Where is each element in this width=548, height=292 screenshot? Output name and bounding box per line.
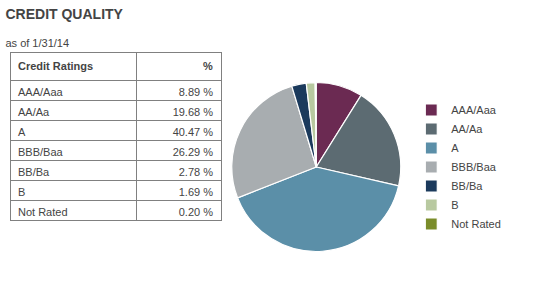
svg-text:Not Rated: Not Rated bbox=[451, 218, 501, 230]
svg-text:BB/Ba: BB/Ba bbox=[451, 180, 483, 192]
svg-text:2.78 %: 2.78 % bbox=[179, 166, 213, 178]
svg-text:A: A bbox=[451, 142, 459, 154]
svg-text:AA/Aa: AA/Aa bbox=[18, 106, 50, 118]
svg-text:40.47 %: 40.47 % bbox=[173, 126, 214, 138]
svg-text:BBB/Baa: BBB/Baa bbox=[18, 146, 64, 158]
svg-text:26.29 %: 26.29 % bbox=[173, 146, 214, 158]
svg-text:Not Rated: Not Rated bbox=[18, 206, 68, 218]
svg-text:BBB/Baa: BBB/Baa bbox=[451, 161, 497, 173]
svg-text:AAA/Aaa: AAA/Aaa bbox=[18, 86, 64, 98]
svg-text:CREDIT QUALITY: CREDIT QUALITY bbox=[5, 6, 123, 22]
svg-text:A: A bbox=[18, 126, 26, 138]
svg-text:B: B bbox=[18, 186, 25, 198]
svg-text:as of 1/31/14: as of 1/31/14 bbox=[5, 37, 69, 49]
svg-text:8.89 %: 8.89 % bbox=[179, 86, 213, 98]
svg-text:AAA/Aaa: AAA/Aaa bbox=[451, 104, 497, 116]
svg-text:1.69 %: 1.69 % bbox=[179, 186, 213, 198]
svg-text:AA/Aa: AA/Aa bbox=[451, 123, 483, 135]
svg-text:BB/Ba: BB/Ba bbox=[18, 166, 50, 178]
svg-text:%: % bbox=[203, 60, 213, 72]
svg-text:B: B bbox=[451, 199, 458, 211]
svg-text:0.20 %: 0.20 % bbox=[179, 206, 213, 218]
svg-text:19.68 %: 19.68 % bbox=[173, 106, 214, 118]
svg-text:Credit Ratings: Credit Ratings bbox=[18, 60, 93, 72]
